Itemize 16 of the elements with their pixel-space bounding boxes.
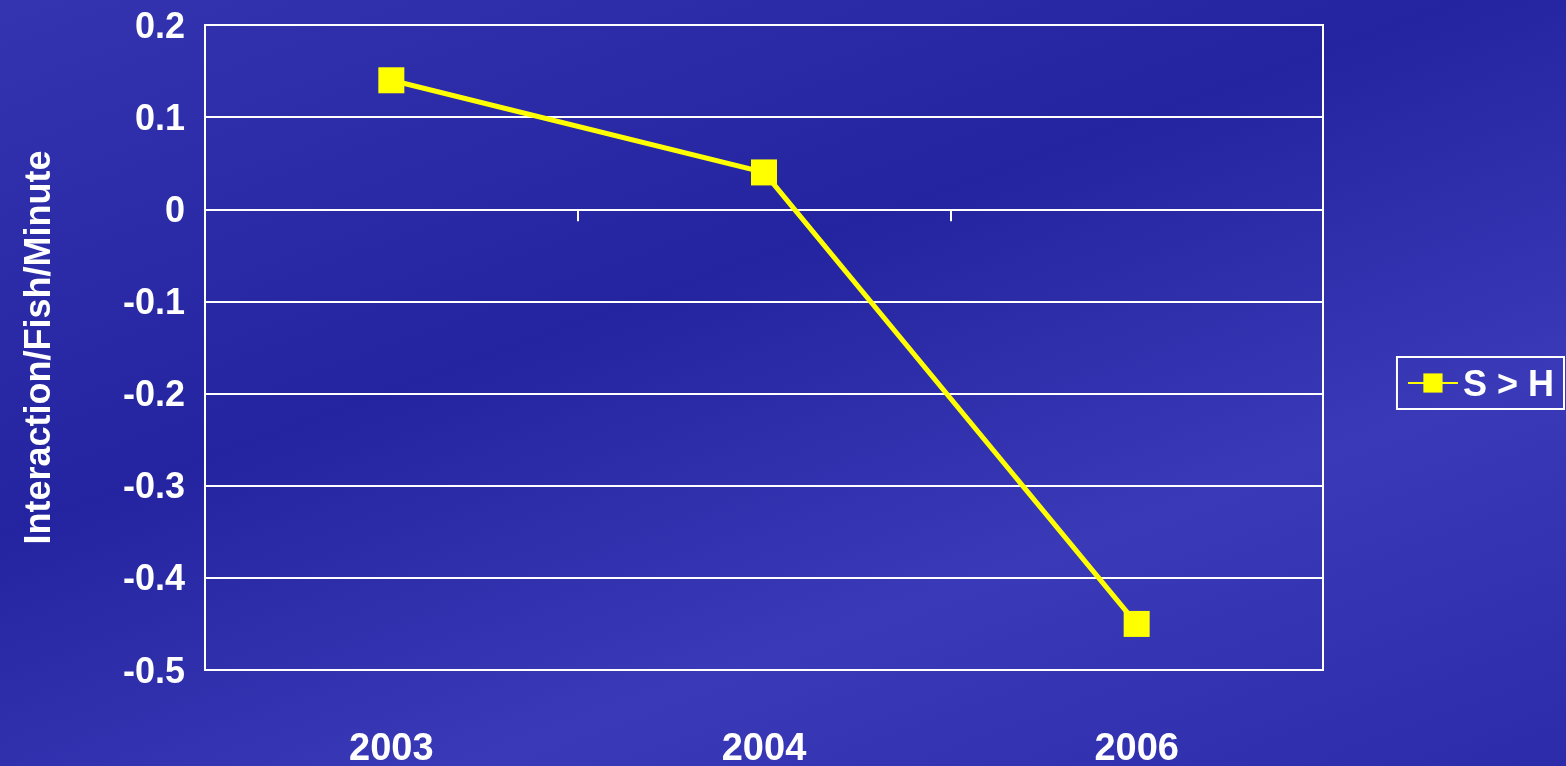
x-tick-label: 2003: [349, 726, 434, 766]
y-tick-label: -0.5: [122, 649, 185, 691]
legend-label: S > H: [1462, 362, 1555, 404]
y-tick-label: -0.3: [122, 465, 185, 507]
y-tick-label: -0.1: [122, 280, 185, 322]
x-tick-label: 2004: [721, 726, 807, 766]
y-tick-label: 0: [164, 188, 185, 230]
x-tick-label: 2006: [1094, 726, 1179, 766]
y-tick-label: 0.2: [134, 4, 185, 46]
point: [751, 159, 777, 186]
y-tick-label: -0.2: [122, 373, 185, 415]
y-tick-label: 0.1: [134, 96, 185, 138]
point: [378, 67, 405, 94]
y-tick-label: -0.4: [122, 557, 185, 599]
y-axis-title: Interaction/Fish/Minute: [16, 150, 58, 545]
point: [1123, 610, 1150, 637]
